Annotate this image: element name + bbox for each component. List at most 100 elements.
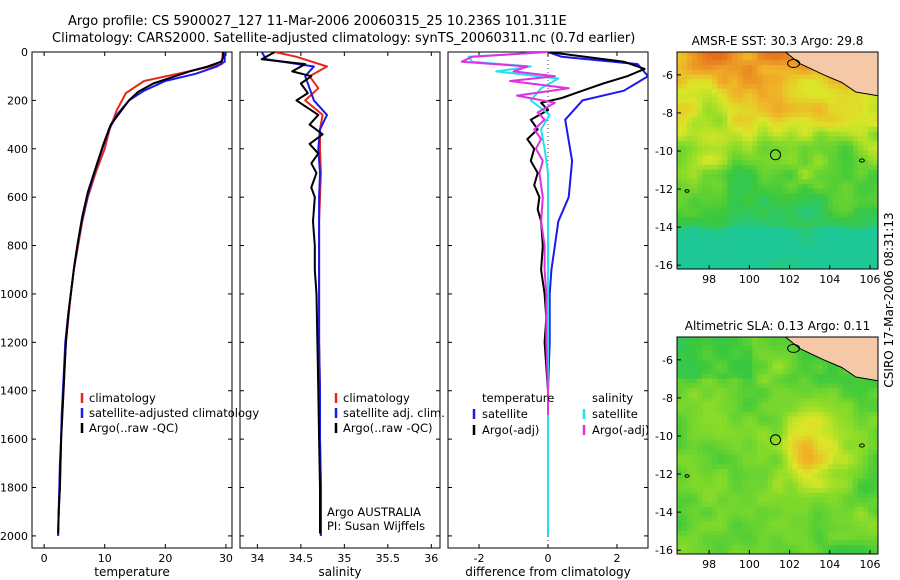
sla_map-cell (727, 349, 733, 355)
sla_map-cell (707, 549, 713, 554)
sla_map-cell (862, 515, 869, 522)
sla_map-cell (722, 435, 728, 441)
sst_map-cell (697, 216, 703, 223)
sst_map-cell (807, 78, 814, 84)
sst_map-cell (762, 159, 769, 165)
sla_map-cell (782, 520, 789, 527)
sst_map-cell (827, 88, 834, 94)
sst_map-cell (702, 97, 708, 104)
sst_map-cell (722, 64, 728, 70)
sst_map-cell (807, 240, 814, 246)
sst_map-cell (687, 254, 693, 261)
sla_map-cell (772, 406, 779, 412)
sla_map-cell (817, 492, 824, 498)
sla_map-cell (677, 435, 683, 441)
sst_map-cell (797, 216, 804, 223)
sla_map-cell (687, 387, 693, 393)
sla_map-cell (747, 401, 754, 408)
sla_map-cell (742, 406, 748, 412)
sst_map-cell (777, 202, 784, 208)
sla_map-cell (712, 435, 718, 441)
sst_map-cell (682, 73, 688, 80)
sst_map-cell (817, 235, 824, 242)
sla_map-cell (687, 496, 693, 503)
sla_map-cell (737, 430, 743, 436)
sla_map-cell (762, 354, 769, 360)
sla_map-cell (687, 511, 693, 517)
sst_map-cell (832, 264, 839, 269)
sla_map-cell (837, 425, 844, 431)
sla_map-cell (727, 454, 733, 460)
sla_map-cell (797, 401, 804, 408)
sst_map-cell (772, 54, 779, 61)
sla_map-cell (827, 463, 834, 469)
sla_map-cell (873, 392, 878, 398)
sst_map-cell (737, 78, 743, 84)
sst_map-cell (767, 216, 774, 223)
sst_map-cell (842, 135, 849, 142)
sst_map-cell (862, 178, 869, 184)
sst_map-cell (782, 69, 789, 75)
sla_map-cell (862, 458, 869, 465)
sla_map-cell (797, 515, 804, 522)
sla_map-cell (747, 420, 754, 427)
sla_map-cell (827, 377, 834, 384)
sst_map-cell (692, 135, 698, 142)
sla_map-cell (817, 377, 824, 384)
sst_map-cell (772, 135, 779, 142)
sst_map-cell (777, 178, 784, 184)
sst_map-cell (692, 52, 698, 56)
sst_map-cell (847, 135, 854, 142)
sst_map-cell (812, 207, 819, 213)
sst_map-cell (852, 116, 859, 123)
sst_map-cell (812, 226, 819, 232)
sst_map-cells (677, 52, 878, 269)
sst_map-cell (767, 52, 774, 56)
sst_map-cell (792, 145, 799, 151)
sst_map-cell (842, 264, 849, 269)
sst_map-cell (777, 192, 784, 199)
sla_map-cell (797, 492, 804, 498)
sst_map-cell (712, 73, 718, 80)
sla_map-cell (717, 416, 723, 422)
sst_map-cell (792, 264, 799, 269)
sla_map-cell (692, 354, 698, 360)
sst_map-cell (712, 250, 718, 256)
sla_map-cell (822, 449, 829, 455)
sla_map-cell (762, 382, 769, 389)
sla_map-cell (752, 354, 759, 360)
sst_map-cell (717, 102, 723, 108)
sst_map-cell (812, 154, 819, 161)
sla_map-cell (747, 511, 754, 517)
sst_map-cell (782, 64, 789, 70)
sst_map-cell (692, 107, 698, 113)
sst_map-ytick-label: -6 (662, 69, 673, 82)
sla_map-cell (717, 344, 723, 350)
sst_map-cell (712, 259, 718, 265)
sst_map-cell (682, 259, 688, 265)
sst_map-cell (742, 240, 748, 246)
plots-layer: 0 10 20 30020040060080010001200140016001800… (0, 34, 880, 579)
sst_map-cell (702, 202, 708, 208)
sst_map-cell (742, 69, 748, 75)
sst_map-cell (702, 178, 708, 184)
sla_map-cell (747, 397, 754, 403)
sst_map-cell (807, 126, 814, 132)
sla_map-cell (868, 477, 874, 484)
sst_map-cell (868, 226, 874, 232)
sla_map-cell (692, 544, 698, 550)
sla_map-cell (873, 501, 878, 508)
sla_map-cell (868, 515, 874, 522)
sst_map-cell (837, 83, 844, 89)
sst_map-cell (762, 173, 769, 180)
sla_map-cell (852, 539, 859, 546)
sst_map-cell (692, 235, 698, 242)
sla_map-cell (868, 444, 874, 450)
sla_map-cell (732, 477, 738, 484)
sst_map-cell (802, 135, 809, 142)
sla_map-cell (832, 406, 839, 412)
sst_map-cell (852, 216, 859, 223)
sla_map-cell (827, 520, 834, 527)
sst_map-cell (777, 83, 784, 89)
sla_map-cell (697, 397, 703, 403)
